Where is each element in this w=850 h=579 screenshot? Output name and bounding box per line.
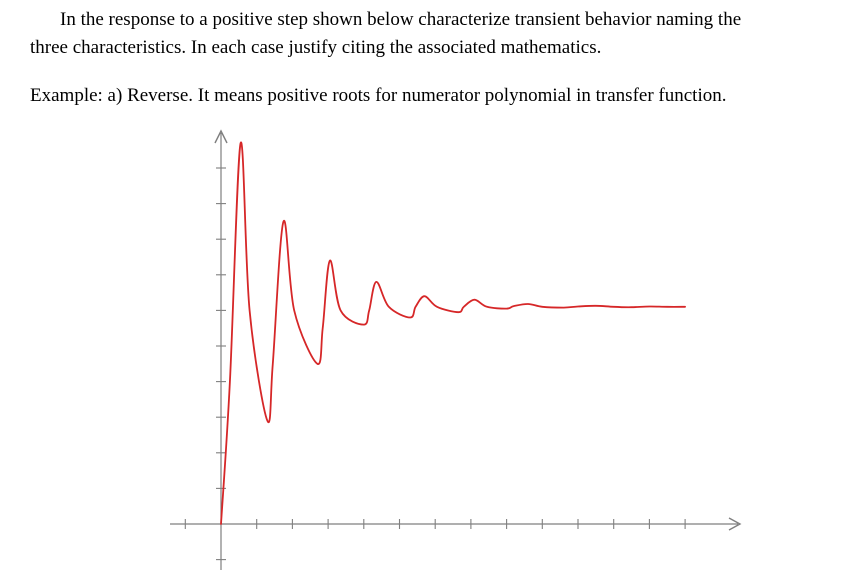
example-text: Example: a) Reverse. It means positive r…: [30, 85, 727, 106]
question-text: In the response to a positive step shown…: [30, 6, 850, 62]
y-axis-ticks: [216, 167, 226, 561]
x-axis-arrowhead: [728, 517, 742, 531]
question-line-1: In the response to a positive step shown…: [60, 9, 742, 30]
step-response-curve: [220, 141, 686, 525]
question-line-2: three characteristics. In each case just…: [30, 37, 602, 58]
y-axis-arrowhead: [214, 129, 228, 144]
x-axis-ticks: [184, 519, 686, 529]
